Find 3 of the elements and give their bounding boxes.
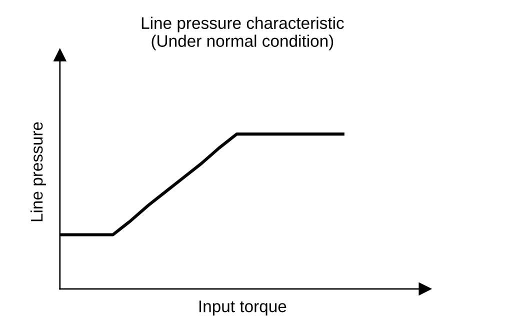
x-axis-title: Input torque — [199, 300, 286, 316]
chart-title: Line pressure characteristic (Under normal condition) — [142, 16, 344, 50]
y-axis-title: Line pressure — [30, 122, 46, 222]
